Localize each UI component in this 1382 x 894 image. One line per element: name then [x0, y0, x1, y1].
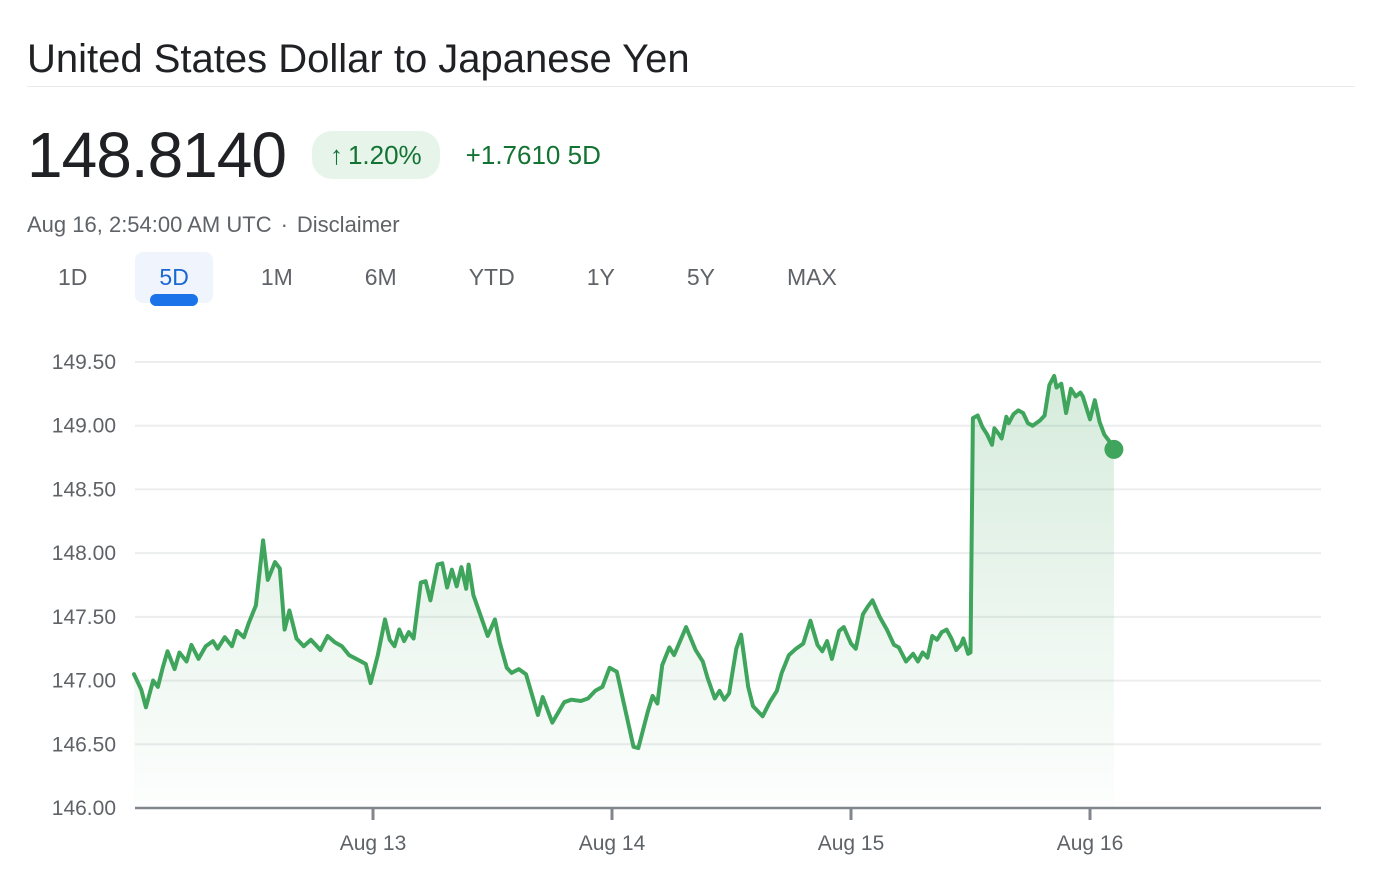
- tab-1y[interactable]: 1Y: [563, 252, 639, 303]
- tab-6m[interactable]: 6M: [341, 252, 421, 303]
- x-axis-label: Aug 16: [1057, 832, 1124, 855]
- series-area: [134, 376, 1114, 808]
- y-axis-label: 146.00: [52, 797, 116, 820]
- latest-price-dot: [1104, 439, 1124, 459]
- tab-5y[interactable]: 5Y: [663, 252, 739, 303]
- tab-5d[interactable]: 5D: [135, 252, 213, 306]
- y-axis-label: 149.00: [52, 415, 116, 438]
- tab-1d[interactable]: 1D: [34, 252, 111, 303]
- meta-separator: ·: [280, 212, 288, 237]
- disclaimer-link[interactable]: Disclaimer: [296, 212, 400, 237]
- page-title: United States Dollar to Japanese Yen: [27, 36, 690, 81]
- time-range-tabs: 1D 5D 1M 6M YTD 1Y 5Y MAX: [34, 252, 861, 306]
- y-axis-label: 146.50: [52, 733, 116, 756]
- tab-1m[interactable]: 1M: [237, 252, 317, 303]
- x-axis-label: Aug 15: [818, 832, 885, 855]
- timestamp: Aug 16, 2:54:00 AM UTC: [27, 212, 272, 237]
- quote-summary: 148.8140 ↑ 1.20% +1.7610 5D: [27, 118, 601, 192]
- y-axis-label: 147.00: [52, 670, 116, 693]
- selected-tab-indicator: [150, 294, 199, 306]
- current-price: 148.8140: [27, 119, 287, 191]
- y-axis-label: 149.50: [52, 351, 116, 374]
- change-percent-value: 1.20%: [347, 140, 422, 170]
- y-axis-label: 148.00: [52, 542, 116, 565]
- x-axis-label: Aug 14: [579, 832, 646, 855]
- series-line: [132, 374, 1116, 751]
- quote-meta: Aug 16, 2:54:00 AM UTC · Disclaimer: [27, 212, 400, 238]
- tab-max[interactable]: MAX: [763, 252, 861, 303]
- up-arrow-icon: ↑: [329, 140, 343, 170]
- change-absolute: +1.7610 5D: [465, 139, 601, 170]
- y-axis-label: 148.50: [52, 478, 116, 501]
- header-divider: [27, 86, 1355, 87]
- x-axis-label: Aug 13: [340, 832, 407, 855]
- price-chart[interactable]: 149.50 149.00 148.50 148.00 147.50 147.00 146.…: [0, 330, 1382, 894]
- change-percent-badge: ↑ 1.20%: [311, 131, 440, 179]
- tab-ytd[interactable]: YTD: [445, 252, 539, 303]
- y-axis-label: 147.50: [52, 606, 116, 629]
